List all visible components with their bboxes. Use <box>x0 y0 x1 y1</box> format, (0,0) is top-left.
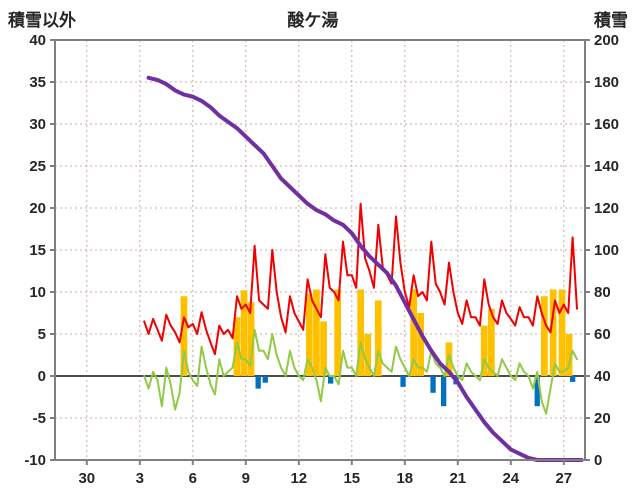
svg-text:40: 40 <box>29 32 46 49</box>
svg-text:15: 15 <box>29 242 46 259</box>
svg-text:0: 0 <box>38 368 46 385</box>
svg-text:0: 0 <box>594 452 602 469</box>
svg-text:60: 60 <box>594 326 611 343</box>
chart-title: 酸ケ湯 <box>287 11 339 30</box>
svg-text:30: 30 <box>29 116 46 133</box>
svg-text:6: 6 <box>189 470 197 487</box>
svg-text:40: 40 <box>594 368 611 385</box>
svg-text:80: 80 <box>594 284 611 301</box>
svg-text:3: 3 <box>136 470 144 487</box>
svg-text:-10: -10 <box>24 452 46 469</box>
svg-text:180: 180 <box>594 74 619 91</box>
svg-text:10: 10 <box>29 284 46 301</box>
svg-text:15: 15 <box>343 470 360 487</box>
svg-text:35: 35 <box>29 74 46 91</box>
svg-text:200: 200 <box>594 32 619 49</box>
svg-text:120: 120 <box>594 200 619 217</box>
svg-text:30: 30 <box>78 470 95 487</box>
x-axis-ticks: 30 3 6 9 12 15 18 21 24 27 <box>78 460 572 487</box>
right-axis-title: 積雪 <box>594 11 628 30</box>
red-line <box>143 202 578 356</box>
積雪-line <box>146 75 584 462</box>
svg-text:18: 18 <box>396 470 413 487</box>
svg-text:5: 5 <box>38 326 46 343</box>
svg-text:21: 21 <box>449 470 466 487</box>
svg-text:12: 12 <box>290 470 307 487</box>
svg-text:9: 9 <box>242 470 250 487</box>
green-line <box>143 328 578 415</box>
svg-text:27: 27 <box>555 470 572 487</box>
svg-text:25: 25 <box>29 158 46 175</box>
svg-text:-5: -5 <box>33 410 46 427</box>
left-axis-ticks: 40 35 30 25 20 15 10 5 0 -5 -10 <box>24 32 55 469</box>
svg-text:140: 140 <box>594 158 619 175</box>
left-axis-title: 積雪以外 <box>8 11 76 30</box>
svg-text:24: 24 <box>502 470 519 487</box>
svg-text:20: 20 <box>594 410 611 427</box>
svg-text:20: 20 <box>29 200 46 217</box>
svg-text:100: 100 <box>594 242 619 259</box>
svg-text:160: 160 <box>594 116 619 133</box>
